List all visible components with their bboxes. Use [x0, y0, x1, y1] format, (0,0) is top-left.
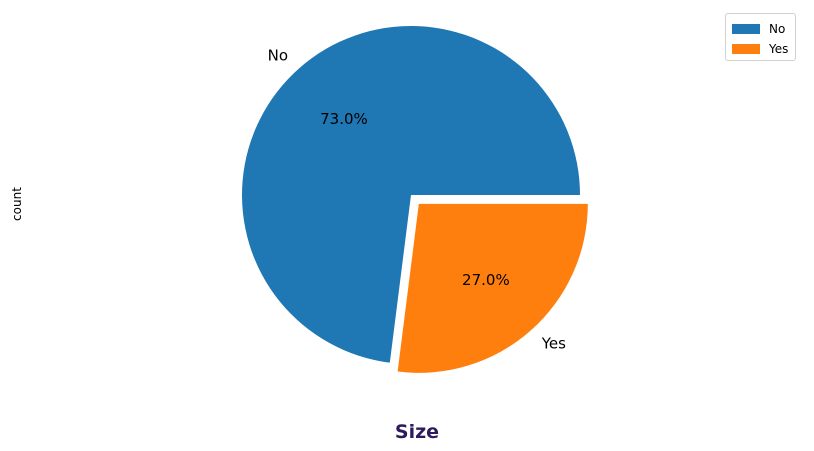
chart-title: Size — [395, 421, 439, 443]
slice-percent-yes: 27.0% — [462, 271, 510, 289]
slice-label-yes: Yes — [541, 334, 566, 352]
legend-swatch-yes — [732, 44, 760, 54]
pie-slices: No 73.0% Yes 27.0% — [241, 25, 588, 373]
y-axis-label: count — [10, 187, 24, 221]
legend-label-no: No — [769, 22, 786, 36]
legend-entry-no: No — [732, 19, 789, 39]
legend-label-yes: Yes — [769, 42, 789, 56]
legend-swatch-no — [732, 24, 760, 34]
slice-label-no: No — [268, 47, 288, 65]
legend-entry-yes: Yes — [732, 39, 789, 59]
legend: No Yes — [725, 13, 796, 61]
pie-slice-no — [241, 25, 580, 363]
slice-percent-no: 73.0% — [320, 110, 368, 128]
pie-slice-yes — [397, 203, 588, 373]
